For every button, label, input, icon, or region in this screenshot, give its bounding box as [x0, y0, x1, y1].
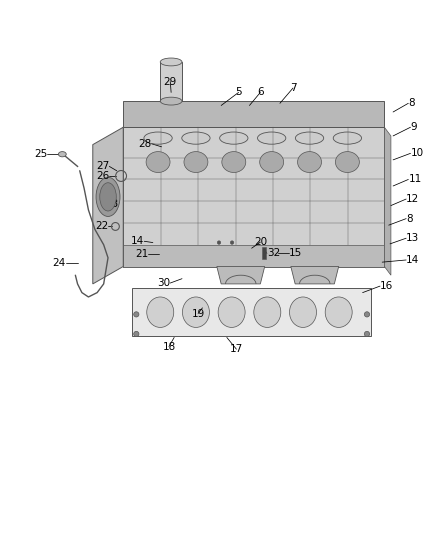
Ellipse shape — [217, 241, 221, 244]
Polygon shape — [261, 247, 266, 259]
Ellipse shape — [219, 132, 248, 144]
Text: 8: 8 — [408, 98, 415, 108]
Ellipse shape — [325, 297, 352, 327]
Ellipse shape — [295, 132, 324, 144]
Polygon shape — [291, 266, 339, 284]
Ellipse shape — [183, 297, 209, 327]
Text: 17: 17 — [230, 344, 243, 354]
Polygon shape — [132, 288, 371, 336]
Text: 6: 6 — [257, 87, 264, 98]
Ellipse shape — [258, 132, 286, 144]
Ellipse shape — [290, 297, 317, 327]
Ellipse shape — [100, 183, 116, 211]
Text: 18: 18 — [162, 342, 176, 352]
Ellipse shape — [96, 177, 120, 216]
Ellipse shape — [333, 132, 361, 144]
Text: 15: 15 — [289, 248, 302, 259]
Text: 5: 5 — [235, 87, 242, 98]
Polygon shape — [160, 62, 182, 101]
Ellipse shape — [336, 151, 359, 173]
Ellipse shape — [182, 132, 210, 144]
Text: 30: 30 — [157, 278, 170, 288]
Ellipse shape — [254, 297, 281, 327]
Polygon shape — [123, 101, 385, 127]
Text: 7: 7 — [290, 83, 296, 93]
Ellipse shape — [230, 241, 234, 244]
Polygon shape — [123, 245, 385, 266]
Ellipse shape — [147, 297, 174, 327]
Ellipse shape — [134, 332, 139, 336]
Ellipse shape — [297, 151, 321, 173]
Polygon shape — [217, 266, 265, 284]
Text: 32: 32 — [267, 248, 280, 259]
Text: 16: 16 — [380, 281, 393, 291]
Text: 26: 26 — [96, 171, 110, 181]
Text: 28: 28 — [138, 139, 152, 149]
Ellipse shape — [160, 58, 182, 66]
Ellipse shape — [364, 312, 370, 317]
Ellipse shape — [184, 151, 208, 173]
Text: 20: 20 — [254, 237, 267, 247]
Text: 8: 8 — [406, 214, 413, 224]
Text: 14: 14 — [131, 236, 144, 246]
Text: 23: 23 — [105, 199, 118, 209]
Text: 14: 14 — [406, 255, 420, 265]
Text: 11: 11 — [408, 174, 421, 184]
Text: 22: 22 — [95, 221, 108, 231]
Text: 29: 29 — [164, 77, 177, 86]
Text: 12: 12 — [406, 194, 420, 204]
Text: 24: 24 — [53, 258, 66, 268]
Ellipse shape — [260, 151, 284, 173]
Ellipse shape — [146, 151, 170, 173]
Polygon shape — [123, 127, 385, 266]
Ellipse shape — [134, 312, 139, 317]
Polygon shape — [385, 127, 391, 275]
Ellipse shape — [144, 132, 172, 144]
Polygon shape — [93, 127, 123, 284]
Text: 19: 19 — [191, 309, 205, 319]
Ellipse shape — [160, 97, 182, 105]
Text: 27: 27 — [96, 161, 110, 172]
Ellipse shape — [222, 151, 246, 173]
Text: 13: 13 — [406, 233, 420, 243]
Text: 25: 25 — [34, 149, 47, 159]
Ellipse shape — [218, 297, 245, 327]
Text: 9: 9 — [410, 122, 417, 132]
Text: 10: 10 — [410, 148, 424, 158]
Text: 21: 21 — [135, 249, 148, 260]
Ellipse shape — [58, 151, 66, 157]
Ellipse shape — [364, 332, 370, 336]
